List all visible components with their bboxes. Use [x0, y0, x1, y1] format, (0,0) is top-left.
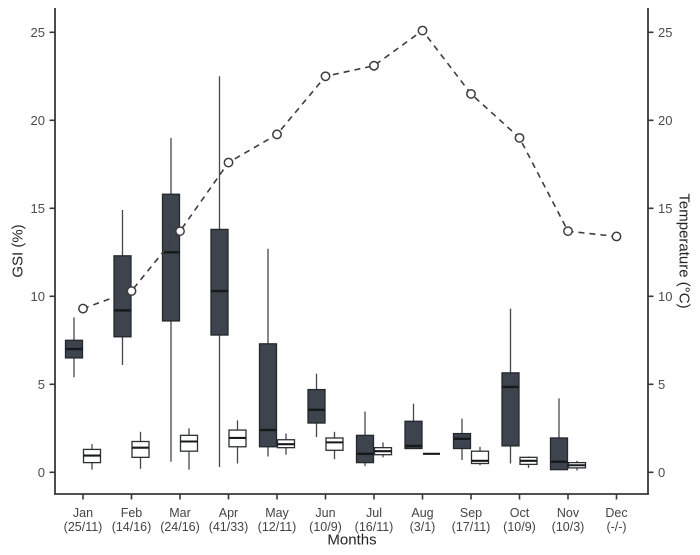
- temperature-marker-oct: [514, 132, 525, 143]
- month-label-may: May: [265, 506, 289, 520]
- box-gsi-open-feb: [131, 440, 150, 458]
- sample-size-label-jun: (10/9): [309, 520, 342, 534]
- box-gsi-dark-feb: [113, 255, 132, 338]
- right-axis-title: Temperature (°C): [675, 193, 693, 309]
- y-tick-label-left-10: 10: [31, 289, 45, 304]
- temperature-marker-jan: [78, 303, 88, 314]
- sample-size-label-mar: (24/16): [160, 520, 200, 534]
- box-gsi-open-mar: [179, 434, 199, 452]
- y-tick-label-left-15: 15: [31, 201, 45, 216]
- y-tick-label-left-25: 25: [31, 25, 45, 40]
- y-tick-label-right-10: 10: [658, 289, 672, 304]
- temperature-marker-may: [272, 129, 282, 140]
- x-axis-title: Months: [327, 531, 377, 549]
- temperature-line: [82, 29, 617, 310]
- box-gsi-dark-apr: [210, 228, 229, 336]
- sample-size-label-sep: (17/11): [452, 520, 491, 534]
- temperature-marker-mar: [175, 226, 185, 237]
- month-label-jul: Jul: [366, 506, 382, 520]
- sample-size-label-nov: (10/3): [552, 520, 585, 534]
- month-label-apr: Apr: [219, 506, 238, 520]
- temperature-marker-aug: [417, 25, 428, 36]
- month-label-feb: Feb: [121, 506, 143, 520]
- y-tick-label-left-5: 5: [38, 377, 45, 392]
- box-gsi-dark-jun: [307, 388, 326, 424]
- temperature-marker-nov: [563, 226, 573, 237]
- left-axis-title: GSI (%): [9, 224, 27, 278]
- box-gsi-open-jun: [325, 437, 344, 451]
- sample-size-label-jul: (16/11): [355, 520, 394, 534]
- month-label-jun: Jun: [315, 506, 335, 520]
- sample-size-label-may: (12/11): [258, 520, 297, 534]
- sample-size-label-apr: (41/33): [209, 520, 249, 534]
- month-label-aug: Aug: [411, 506, 433, 520]
- y-tick-label-right-15: 15: [658, 201, 672, 216]
- temperature-marker-jul: [369, 60, 379, 71]
- temperature-marker-apr: [223, 157, 234, 168]
- y-tick-label-left-20: 20: [31, 113, 45, 128]
- temperature-marker-jun: [320, 71, 331, 82]
- month-label-jan: Jan: [73, 506, 93, 520]
- month-label-oct: Oct: [510, 506, 530, 520]
- box-gsi-dark-sep: [452, 432, 472, 450]
- sample-size-label-dec: (-/-): [606, 520, 626, 534]
- y-tick-label-right-5: 5: [658, 377, 665, 392]
- box-gsi-dark-oct: [501, 372, 520, 447]
- box-gsi-dark-aug: [404, 420, 423, 450]
- sample-size-label-jan: (25/11): [64, 520, 103, 534]
- box-gsi-dark-may: [258, 343, 278, 448]
- y-tick-label-right-25: 25: [658, 25, 672, 40]
- box-gsi-dark-nov: [549, 437, 569, 471]
- temperature-marker-feb: [126, 286, 137, 296]
- month-label-sep: Sep: [460, 506, 482, 520]
- box-gsi-dark-mar: [161, 193, 181, 322]
- temperature-marker-dec: [611, 231, 622, 242]
- box-gsi-dark-jul: [355, 434, 375, 464]
- y-tick-label-left-0: 0: [38, 465, 45, 480]
- y-tick-label-right-20: 20: [658, 113, 672, 128]
- month-label-nov: Nov: [557, 506, 580, 520]
- sample-size-label-feb: (14/16): [112, 520, 152, 534]
- sample-size-label-oct: (10/9): [503, 520, 536, 534]
- y-tick-label-right-0: 0: [658, 465, 665, 480]
- month-label-dec: Dec: [605, 506, 627, 520]
- month-label-mar: Mar: [169, 506, 191, 520]
- sample-size-label-aug: (3/1): [410, 520, 436, 534]
- temperature-marker-sep: [466, 88, 476, 99]
